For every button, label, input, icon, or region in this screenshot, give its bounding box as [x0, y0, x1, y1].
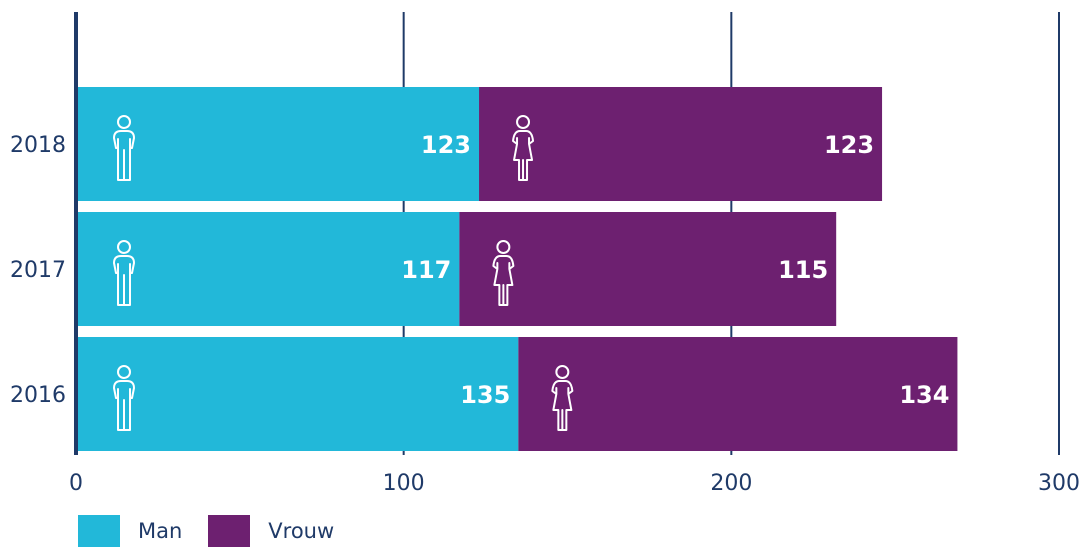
category-labels: 2018 2017 2016	[10, 133, 66, 408]
legend-swatch-vrouw	[208, 515, 251, 547]
legend-item-man: Man	[78, 515, 182, 547]
bar-vrouw-2017	[459, 212, 837, 326]
bar-vrouw-2018	[479, 87, 883, 201]
bar-vrouw-2016	[518, 337, 958, 451]
value-label-man-2017: 117	[401, 256, 451, 284]
value-label-vrouw-2018: 123	[824, 131, 874, 159]
male-person-icon	[113, 240, 135, 306]
bar-man-2017	[76, 212, 460, 326]
category-label-2017: 2017	[10, 258, 66, 283]
person-icons	[113, 115, 574, 431]
male-person-icon	[113, 365, 135, 431]
female-person-icon	[551, 365, 574, 431]
x-tick-label-200: 200	[710, 471, 752, 496]
value-label-vrouw-2017: 115	[778, 256, 828, 284]
legend-label-vrouw: Vrouw	[268, 519, 335, 543]
male-person-icon	[113, 115, 135, 181]
value-label-vrouw-2016: 134	[899, 381, 949, 409]
legend-item-vrouw: Vrouw	[208, 515, 334, 547]
bars	[76, 87, 958, 451]
legend-swatch-man	[78, 515, 120, 547]
legend: Man Vrouw	[78, 515, 360, 547]
x-tick-labels: 0 100 200 300	[69, 471, 1080, 496]
category-label-2016: 2016	[10, 383, 66, 408]
value-label-man-2016: 135	[460, 381, 510, 409]
bar-man-2018	[76, 87, 480, 201]
x-tick-label-100: 100	[383, 471, 425, 496]
value-labels: 123 123 117 115 135 134	[401, 131, 949, 409]
x-tick-label-300: 300	[1038, 471, 1080, 496]
legend-label-man: Man	[138, 519, 183, 543]
female-person-icon	[492, 240, 515, 306]
value-label-man-2018: 123	[421, 131, 471, 159]
stacked-bar-chart: 123 123 117 115 135 134 2018 2017 2016 0 100 200 3…	[10, 12, 1080, 496]
bar-man-2016	[76, 337, 519, 451]
x-tick-label-0: 0	[69, 471, 83, 496]
female-person-icon	[512, 115, 535, 181]
category-label-2018: 2018	[10, 133, 66, 158]
